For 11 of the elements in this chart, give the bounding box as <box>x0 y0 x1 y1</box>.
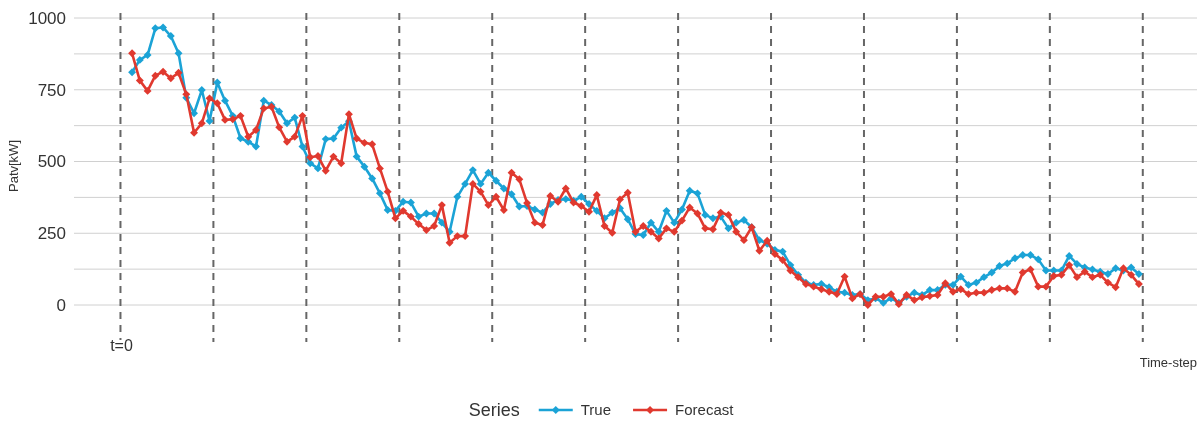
y-tick-label: 750 <box>37 80 66 100</box>
y-tick-label: 0 <box>56 295 66 315</box>
legend-label: Forecast <box>675 401 735 419</box>
y-tick-label: 250 <box>37 224 66 244</box>
y-tick-label: 1000 <box>28 8 66 28</box>
y-tick-label: 500 <box>37 152 66 172</box>
x-axis-title: Time-step <box>1139 355 1197 370</box>
y-axis-title: Patv[kW] <box>6 139 21 193</box>
legend-title: Series <box>468 400 520 421</box>
legend-label: True <box>580 401 612 419</box>
text: t=0 <box>110 337 133 354</box>
